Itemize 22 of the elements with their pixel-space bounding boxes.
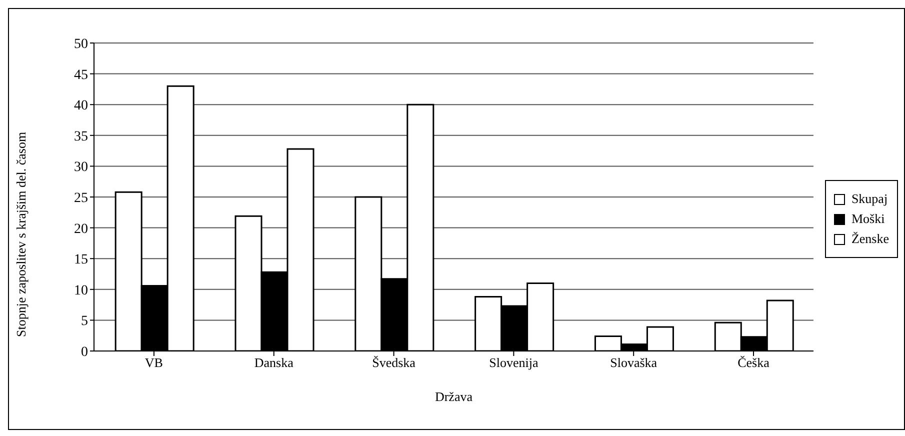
y-tick-label: 20 [74,222,88,237]
y-tick-label: 5 [81,314,88,330]
x-tick-label: Slovaška [610,355,658,370]
y-tick-label: 45 [74,68,88,83]
x-axis-title: Država [434,389,473,404]
x-tick-label: Danska [254,355,294,370]
y-tick-label: 50 [74,36,88,52]
x-tick-label: Češka [738,355,770,370]
y-tick-label: 15 [74,252,88,268]
x-tick-label: Švedska [372,355,416,370]
y-tick-label: 35 [74,129,88,144]
y-tick-label: 10 [74,283,88,298]
y-tick-label: 0 [81,344,88,360]
legend-label: Ženske [851,231,889,247]
legend-label: Moški [851,211,885,227]
y-tick-label: 25 [74,190,88,206]
y-tick-label: 40 [74,98,88,114]
x-tick-label: Slovenija [489,355,538,370]
y-axis-title: Stopnje zaposlitev s krajšim del. časom [14,132,29,337]
legend-label: Skupaj [851,191,888,207]
x-tick-label: VB [144,355,164,370]
y-tick-label: 30 [74,160,88,176]
